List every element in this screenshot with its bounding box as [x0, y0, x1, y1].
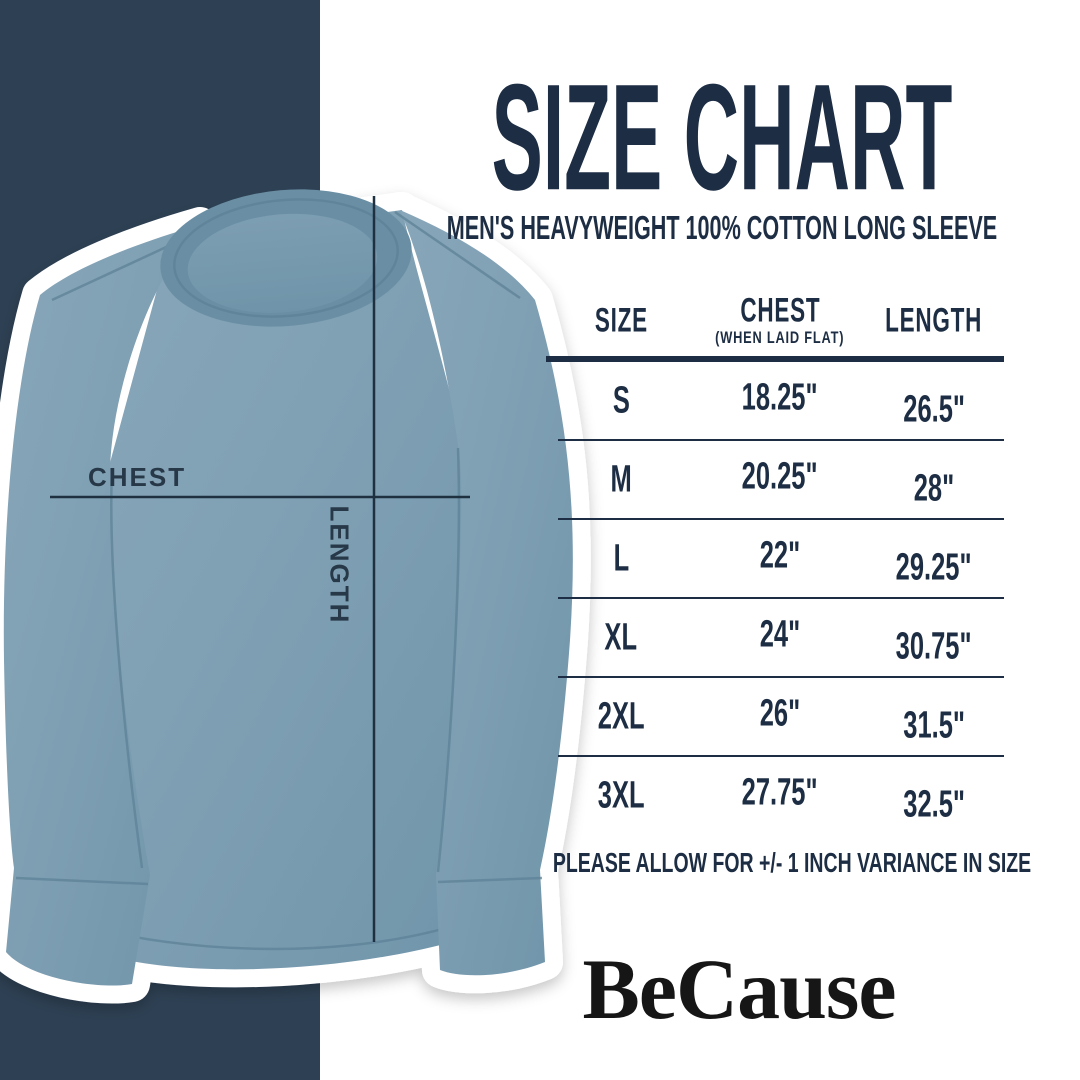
column-header-size: SIZE [546, 301, 696, 340]
length-cell: 28" [864, 464, 1004, 506]
size-header-label: SIZE [594, 301, 648, 340]
table-row-2xl: 2XL 26" 31.5" [546, 678, 1004, 757]
table-row-xl: XL 24" 30.75" [546, 599, 1004, 678]
size-value: S [612, 378, 630, 421]
length-header-label: LENGTH [885, 301, 983, 340]
size-cell: 3XL [546, 775, 696, 813]
shirt-left-sleeve [3, 225, 200, 986]
column-header-chest: CHEST (WHEN LAID FLAT) [696, 290, 864, 347]
size-cell: S [546, 380, 696, 418]
size-value: XL [604, 615, 638, 658]
page-subtitle-text: MEN'S HEAVYWEIGHT 100% COTTON LONG SLEEV… [446, 209, 998, 247]
page-subtitle: MEN'S HEAVYWEIGHT 100% COTTON LONG SLEEV… [340, 211, 1080, 245]
size-value: M [610, 457, 632, 500]
shirt-photo-illustration [0, 189, 591, 1004]
chest-header-note: (WHEN LAID FLAT) [715, 329, 845, 347]
table-row-s: S 18.25" 26.5" [546, 362, 1004, 441]
chest-cell: 20.25" [696, 456, 864, 498]
size-table: SIZE CHEST (WHEN LAID FLAT) LENGTH S 18.… [546, 280, 1004, 836]
table-row-l: L 22" 29.25" [546, 520, 1004, 599]
size-cell: L [546, 538, 696, 576]
size-value: L [613, 536, 629, 579]
chest-cell: 24" [696, 614, 864, 656]
chest-value: 26" [759, 691, 801, 734]
shirt-collar [160, 189, 412, 327]
length-cell: 29.25" [864, 543, 1004, 585]
table-header-row: SIZE CHEST (WHEN LAID FLAT) LENGTH [546, 280, 1004, 362]
chest-cell: 26" [696, 693, 864, 735]
chest-value: 27.75" [742, 770, 818, 813]
length-value: 32.5" [903, 782, 965, 825]
length-cell: 31.5" [864, 701, 1004, 743]
page-title: SIZE CHART [362, 62, 1080, 213]
length-value: 29.25" [896, 545, 972, 588]
table-row-m: M 20.25" 28" [546, 441, 1004, 520]
length-value: 26.5" [903, 387, 965, 430]
column-header-length: LENGTH [864, 301, 1004, 340]
size-cell: M [546, 459, 696, 497]
size-value: 3XL [597, 773, 645, 816]
table-row-3xl: 3XL 27.75" 32.5" [546, 757, 1004, 836]
chest-value: 24" [759, 612, 801, 655]
length-cell: 30.75" [864, 622, 1004, 664]
length-value: 31.5" [903, 703, 965, 746]
brand-logo: BeCause [582, 941, 896, 1037]
length-value: 28" [913, 466, 955, 509]
length-measure-label: LENGTH [324, 505, 355, 625]
page-title-text: SIZE CHART [491, 53, 953, 223]
size-cell: XL [546, 617, 696, 655]
length-cell: 26.5" [864, 385, 1004, 427]
size-value: 2XL [597, 694, 645, 737]
chest-cell: 22" [696, 535, 864, 577]
chest-header-label: CHEST [739, 290, 821, 329]
variance-footnote-text: PLEASE ALLOW FOR +/- 1 INCH VARIANCE IN … [552, 847, 1032, 879]
chest-value: 20.25" [742, 454, 818, 497]
chest-cell: 27.75" [696, 772, 864, 814]
chest-measure-label: CHEST [88, 462, 187, 492]
chest-value: 22" [759, 533, 801, 576]
length-cell: 32.5" [864, 780, 1004, 822]
chest-cell: 18.25" [696, 377, 864, 419]
variance-footnote: PLEASE ALLOW FOR +/- 1 INCH VARIANCE IN … [485, 847, 1080, 879]
length-value: 30.75" [896, 624, 972, 667]
size-cell: 2XL [546, 696, 696, 734]
chest-value: 18.25" [742, 375, 818, 418]
